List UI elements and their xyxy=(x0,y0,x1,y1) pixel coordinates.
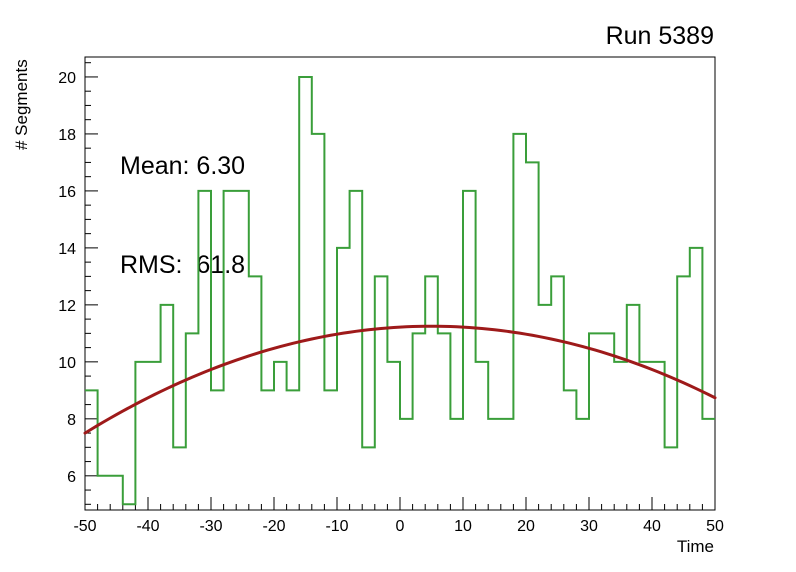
stats-box: Mean: 6.30 RMS: 61.8 xyxy=(120,84,245,348)
x-tick-label: 0 xyxy=(396,518,405,535)
y-tick-label: 18 xyxy=(58,127,76,144)
x-tick-label: 10 xyxy=(454,518,472,535)
y-tick-label: 12 xyxy=(58,298,76,315)
x-tick-label: -40 xyxy=(136,518,159,535)
x-axis-label: Time xyxy=(676,537,714,556)
y-tick-label: 20 xyxy=(58,70,76,87)
x-tick-label: 40 xyxy=(643,518,661,535)
x-tick-label: 50 xyxy=(706,518,724,535)
y-tick-label: 8 xyxy=(67,412,76,429)
x-tick-label: 30 xyxy=(580,518,598,535)
stat-rms: RMS: 61.8 xyxy=(120,251,246,279)
x-tick-label: -10 xyxy=(325,518,348,535)
plot-frame xyxy=(84,56,716,511)
fit-curve xyxy=(83,324,717,435)
y-tick-label: 16 xyxy=(58,184,76,201)
y-tick-label: 6 xyxy=(67,469,76,486)
histogram-line xyxy=(85,75,715,506)
stat-mean: Mean: 6.30 xyxy=(120,152,246,180)
x-tick-label: -20 xyxy=(262,518,285,535)
x-tick-label: -50 xyxy=(73,518,96,535)
y-tick-label: 14 xyxy=(58,241,76,258)
x-tick-label: 20 xyxy=(517,518,535,535)
plot-title: Run 5389 xyxy=(605,22,714,50)
y-tick-label: 10 xyxy=(58,355,76,372)
x-tick-label: -30 xyxy=(199,518,222,535)
